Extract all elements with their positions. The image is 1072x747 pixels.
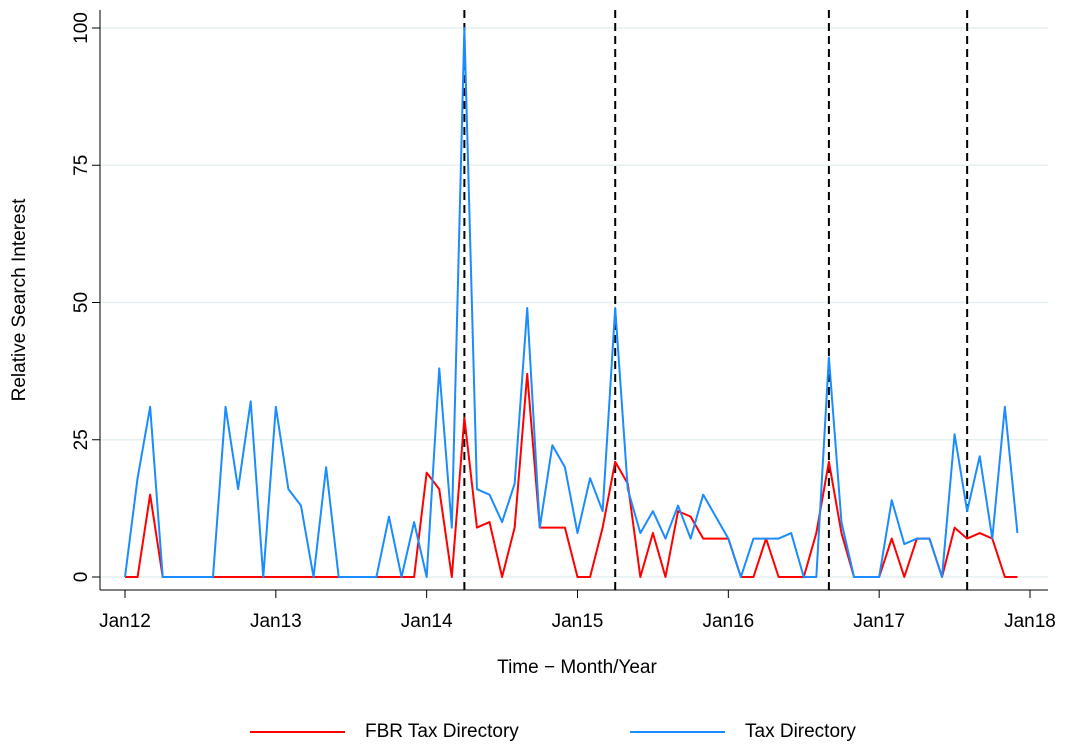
- y-tick-label: 75: [71, 155, 92, 176]
- legend-label: Tax Directory: [745, 721, 856, 742]
- legend-label: FBR Tax Directory: [365, 721, 519, 742]
- y-tick-label: 25: [71, 429, 92, 450]
- x-tick-label: Jan16: [702, 611, 754, 632]
- x-tick-label: Jan15: [552, 611, 604, 632]
- y-tick-label: 100: [71, 12, 92, 44]
- x-tick-label: Jan14: [401, 611, 453, 632]
- x-axis-title: Time − Month/Year: [497, 657, 657, 678]
- x-tick-label: Jan12: [99, 611, 151, 632]
- x-tick-label: Jan13: [250, 611, 302, 632]
- series-line: [124, 27, 1019, 578]
- x-tick-label: Jan17: [853, 611, 905, 632]
- y-tick-label: 50: [71, 292, 92, 313]
- y-axis-title: Relative Search Interest: [9, 198, 30, 401]
- x-tick-label: Jan18: [1004, 611, 1056, 632]
- y-tick-label: 0: [71, 572, 92, 583]
